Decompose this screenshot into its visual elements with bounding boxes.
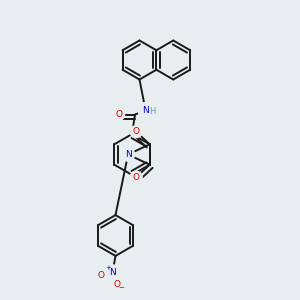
- Text: −: −: [118, 285, 124, 291]
- Text: O: O: [113, 280, 121, 289]
- Circle shape: [130, 126, 142, 138]
- Circle shape: [105, 265, 120, 280]
- Circle shape: [122, 148, 135, 161]
- Text: O: O: [133, 173, 140, 182]
- Text: N: N: [142, 106, 149, 115]
- Text: H: H: [149, 107, 155, 116]
- Text: O: O: [115, 110, 122, 119]
- Circle shape: [130, 171, 142, 183]
- Circle shape: [138, 103, 153, 118]
- Text: +: +: [106, 265, 112, 271]
- Circle shape: [112, 109, 124, 121]
- Circle shape: [94, 269, 107, 282]
- Circle shape: [110, 277, 124, 292]
- Text: O: O: [97, 271, 104, 280]
- Text: N: N: [109, 268, 116, 277]
- Text: O: O: [133, 127, 140, 136]
- Text: N: N: [125, 150, 131, 159]
